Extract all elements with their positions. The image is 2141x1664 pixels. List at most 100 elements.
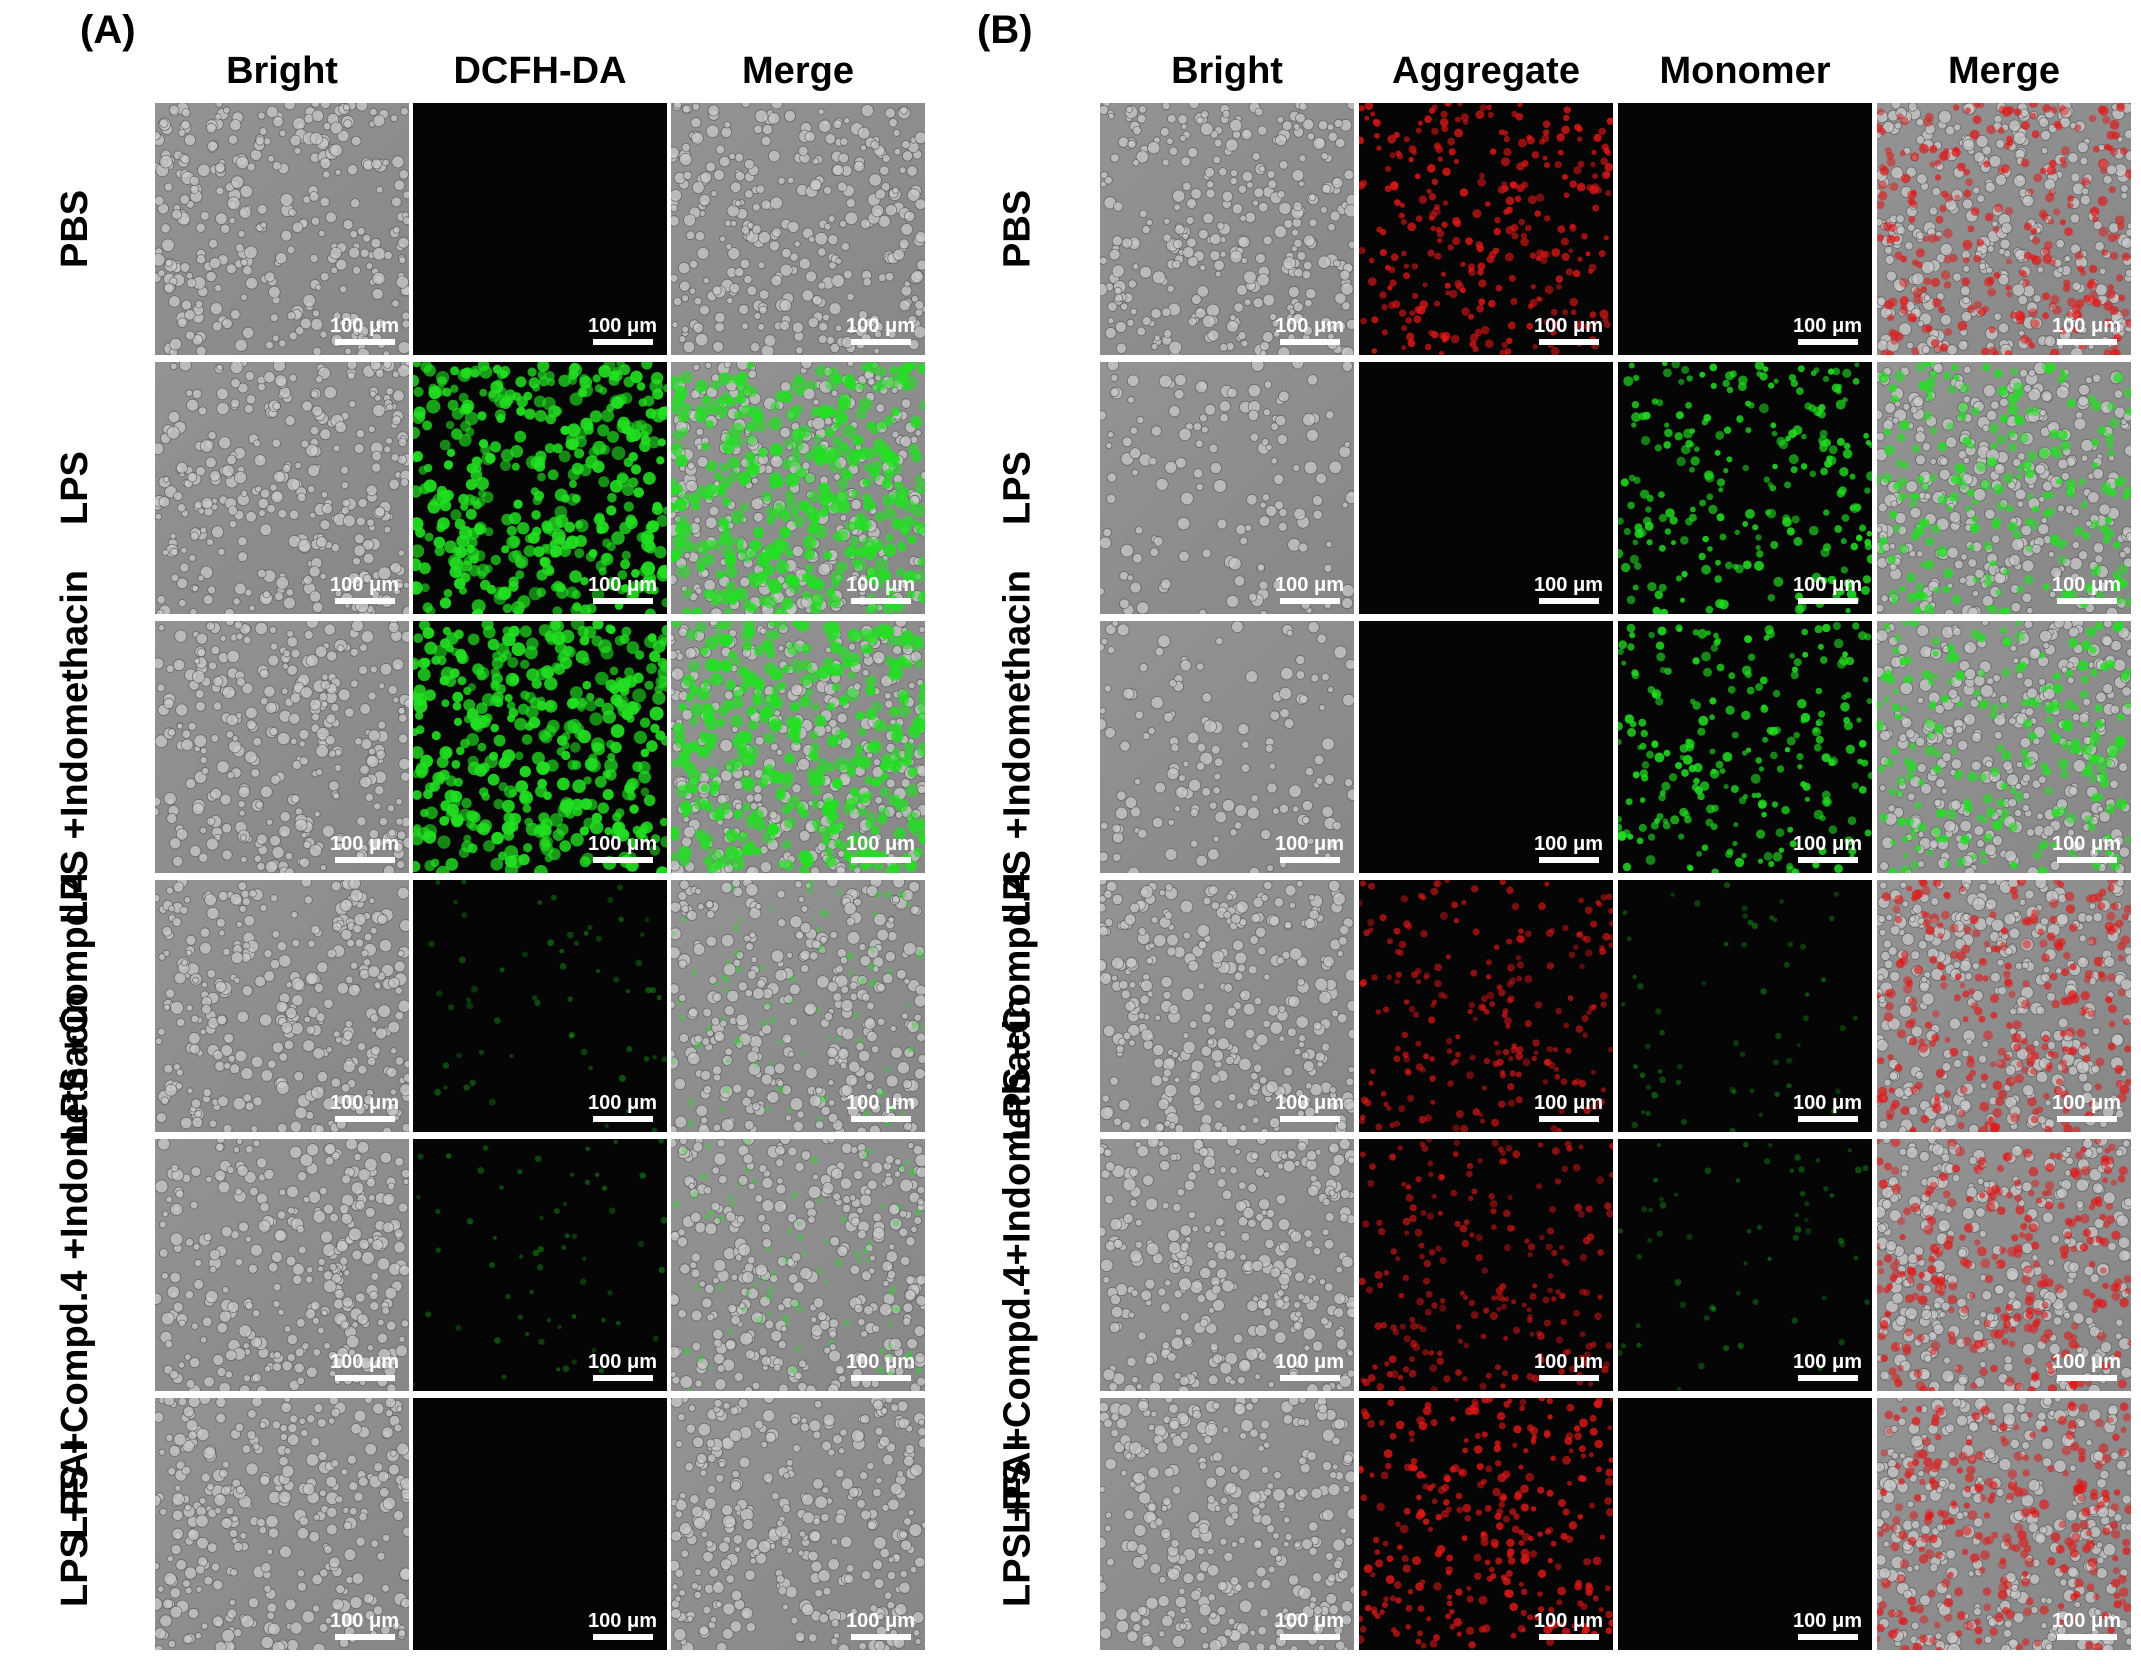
scale-bar-label: 100 μm [330,1092,399,1114]
scale-bar: 100 μm [1275,315,1344,345]
micrograph-tile: 100 μm [1100,621,1354,873]
panel-letter: (B) [977,8,1033,52]
scale-bar-line [1279,1634,1340,1640]
scale-bar: 100 μm [1793,1610,1862,1640]
scale-bar-label: 100 μm [1793,315,1862,337]
micrograph-tile: 100 μm [1359,103,1613,355]
scale-bar-line [1797,598,1858,604]
scale-bar: 100 μm [1793,1351,1862,1381]
scale-bar-line [334,1116,395,1122]
scale-bar-label: 100 μm [1275,1610,1344,1632]
scale-bar-line [1797,857,1858,863]
scale-bar: 100 μm [588,833,657,863]
scale-bar-label: 100 μm [846,1092,915,1114]
scale-bar-line [850,1375,911,1381]
micrograph-tile: 100 μm [671,621,925,873]
scale-bar-label: 100 μm [2052,1092,2121,1114]
micrograph-tile: 100 μm [671,880,925,1132]
scale-bar-line [2056,1116,2117,1122]
scale-bar-label: 100 μm [846,574,915,596]
scale-bar-label: 100 μm [1793,833,1862,855]
scale-bar-label: 100 μm [846,1610,915,1632]
scale-bar-line [1538,1116,1599,1122]
scale-bar-line [1538,1375,1599,1381]
micrograph-tile: 100 μm [1359,621,1613,873]
scale-bar-label: 100 μm [846,1351,915,1373]
micrograph-tile: 100 μm [413,103,667,355]
scale-bar-line [592,1634,653,1640]
micrograph-tile: 100 μm [155,1139,409,1391]
scale-bar-label: 100 μm [588,1610,657,1632]
micrograph-tile: 100 μm [155,621,409,873]
column-header: Monomer [1659,50,1831,92]
column-header: Merge [742,50,854,92]
scale-bar: 100 μm [1275,1351,1344,1381]
scale-bar-line [592,1116,653,1122]
scale-bar-label: 100 μm [1275,1351,1344,1373]
scale-bar-line [1279,1116,1340,1122]
scale-bar-line [2056,857,2117,863]
row-label-line: LPS + [54,1500,96,1607]
scale-bar-label: 100 μm [330,315,399,337]
scale-bar-line [2056,1375,2117,1381]
column-header: Aggregate [1392,50,1580,92]
scale-bar-label: 100 μm [330,1610,399,1632]
scale-bar: 100 μm [1275,833,1344,863]
scale-bar-label: 100 μm [1275,833,1344,855]
micrograph-tile: 100 μm [1618,1398,1872,1650]
scale-bar-line [1797,1116,1858,1122]
scale-bar-label: 100 μm [588,574,657,596]
micrograph-tile: 100 μm [1618,103,1872,355]
scale-bar: 100 μm [1534,574,1603,604]
scale-bar-label: 100 μm [1275,574,1344,596]
micrograph-tile: 100 μm [413,621,667,873]
scale-bar-line [334,598,395,604]
scale-bar-label: 100 μm [330,833,399,855]
scale-bar-label: 100 μm [1534,833,1603,855]
scale-bar-label: 100 μm [1275,315,1344,337]
scale-bar: 100 μm [846,315,915,345]
micrograph-tile: 100 μm [1877,1398,2131,1650]
scale-bar-line [334,1634,395,1640]
micrograph-tile: 100 μm [1877,1139,2131,1391]
row-label: LPS + Indomethacin [940,570,1095,924]
scale-bar: 100 μm [2052,1610,2121,1640]
micrograph-tile: 100 μm [413,1398,667,1650]
scale-bar-line [1538,339,1599,345]
micrograph-tile: 100 μm [1359,1139,1613,1391]
scale-bar-label: 100 μm [2052,574,2121,596]
row-label: LPS + Compd.4 + Indomethacin [0,991,150,1540]
scale-bar: 100 μm [1275,1610,1344,1640]
row-label-line: PBS [996,189,1039,269]
scale-bar-label: 100 μm [846,315,915,337]
scale-bar-label: 100 μm [2052,1610,2121,1632]
micrograph-tile: 100 μm [1877,621,2131,873]
scale-bar: 100 μm [1534,833,1603,863]
micrograph-tile: 100 μm [671,362,925,614]
scale-bar: 100 μm [1793,1092,1862,1122]
column-header: Bright [226,50,338,92]
micrograph-tile: 100 μm [1618,880,1872,1132]
micrograph-tile: 100 μm [155,1398,409,1650]
scale-bar-label: 100 μm [1275,1092,1344,1114]
scale-bar-line [850,1116,911,1122]
scale-bar-label: 100 μm [1534,1351,1603,1373]
scale-bar-line [850,339,911,345]
scale-bar-label: 100 μm [2052,1351,2121,1373]
row-label: PBS [940,103,1095,355]
scale-bar: 100 μm [588,1092,657,1122]
scale-bar-line [1279,857,1340,863]
scale-bar-line [592,598,653,604]
row-label-line: PBS [54,189,96,269]
scale-bar-line [850,857,911,863]
scale-bar-line [850,1634,911,1640]
scale-bar-label: 100 μm [1793,1351,1862,1373]
scale-bar-line [1538,857,1599,863]
scale-bar-line [2056,339,2117,345]
row-label: LPS + Indomethacin [0,570,150,924]
row-label: LPS + Compd.4+ Indomethacin [940,996,1095,1534]
scale-bar: 100 μm [330,1351,399,1381]
scale-bar-label: 100 μm [2052,833,2121,855]
micrograph-tile: 100 μm [1359,1398,1613,1650]
scale-bar: 100 μm [1534,1092,1603,1122]
